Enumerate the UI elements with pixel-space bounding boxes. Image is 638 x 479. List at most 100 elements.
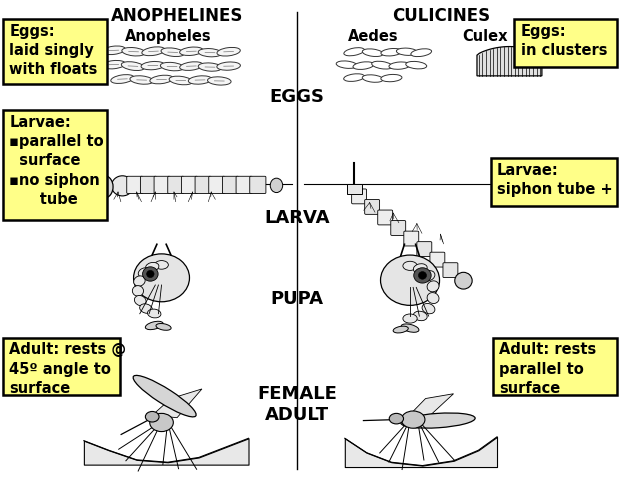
FancyBboxPatch shape xyxy=(140,176,156,194)
Ellipse shape xyxy=(393,326,408,333)
Ellipse shape xyxy=(145,321,163,330)
Ellipse shape xyxy=(145,262,159,272)
Ellipse shape xyxy=(133,254,189,302)
FancyBboxPatch shape xyxy=(3,19,107,84)
Ellipse shape xyxy=(422,271,435,281)
Text: Larvae:
▪parallel to
  surface
▪no siphon
      tube: Larvae: ▪parallel to surface ▪no siphon … xyxy=(10,115,104,207)
Text: Eggs:
in clusters: Eggs: in clusters xyxy=(521,24,607,58)
Ellipse shape xyxy=(455,273,472,289)
Ellipse shape xyxy=(150,75,173,84)
Text: Aedes: Aedes xyxy=(348,29,398,44)
Text: ANOPHELINES: ANOPHELINES xyxy=(111,7,243,25)
FancyBboxPatch shape xyxy=(209,176,225,194)
Ellipse shape xyxy=(122,47,145,56)
FancyBboxPatch shape xyxy=(430,252,445,267)
Ellipse shape xyxy=(180,47,203,56)
Ellipse shape xyxy=(403,314,417,323)
Ellipse shape xyxy=(160,62,184,71)
Ellipse shape xyxy=(142,47,165,56)
Ellipse shape xyxy=(419,272,426,279)
Ellipse shape xyxy=(132,285,144,296)
Ellipse shape xyxy=(138,268,151,277)
FancyBboxPatch shape xyxy=(195,176,211,194)
Text: Larvae:
siphon tube +: Larvae: siphon tube + xyxy=(497,163,612,197)
Text: LARVA: LARVA xyxy=(264,209,330,227)
Ellipse shape xyxy=(145,411,159,422)
Ellipse shape xyxy=(156,323,171,331)
Ellipse shape xyxy=(198,63,222,71)
FancyBboxPatch shape xyxy=(3,338,120,395)
FancyBboxPatch shape xyxy=(3,110,107,220)
Text: Anopheles: Anopheles xyxy=(124,29,211,44)
Ellipse shape xyxy=(381,74,402,82)
Ellipse shape xyxy=(154,261,168,269)
Ellipse shape xyxy=(344,74,364,81)
Ellipse shape xyxy=(134,276,145,286)
Text: Adult: rests
parallel to
surface: Adult: rests parallel to surface xyxy=(499,342,596,396)
FancyBboxPatch shape xyxy=(491,158,617,206)
Ellipse shape xyxy=(389,413,403,424)
FancyBboxPatch shape xyxy=(443,263,458,278)
Ellipse shape xyxy=(413,264,427,273)
Text: CULICINES: CULICINES xyxy=(392,7,490,25)
Ellipse shape xyxy=(271,178,283,193)
Ellipse shape xyxy=(362,49,383,57)
Ellipse shape xyxy=(353,62,374,69)
Ellipse shape xyxy=(396,48,417,56)
FancyBboxPatch shape xyxy=(154,176,170,194)
Ellipse shape xyxy=(150,413,174,432)
Ellipse shape xyxy=(427,281,439,292)
Ellipse shape xyxy=(147,270,154,277)
Ellipse shape xyxy=(94,175,113,198)
FancyBboxPatch shape xyxy=(249,176,266,194)
FancyBboxPatch shape xyxy=(352,189,367,204)
Ellipse shape xyxy=(401,411,425,428)
Ellipse shape xyxy=(406,61,427,69)
Ellipse shape xyxy=(336,61,357,68)
Text: Culex: Culex xyxy=(462,29,507,44)
Ellipse shape xyxy=(413,311,427,320)
Ellipse shape xyxy=(217,62,241,70)
Ellipse shape xyxy=(169,76,193,85)
Ellipse shape xyxy=(102,46,125,55)
Text: Adult: rests @
45º angle to
surface: Adult: rests @ 45º angle to surface xyxy=(10,342,126,396)
FancyBboxPatch shape xyxy=(493,338,617,395)
FancyBboxPatch shape xyxy=(514,19,617,67)
Ellipse shape xyxy=(372,61,392,69)
Ellipse shape xyxy=(133,376,196,417)
Ellipse shape xyxy=(121,62,145,70)
Ellipse shape xyxy=(344,48,364,56)
Ellipse shape xyxy=(362,75,383,82)
FancyBboxPatch shape xyxy=(404,231,419,246)
Ellipse shape xyxy=(112,176,133,196)
Ellipse shape xyxy=(141,61,165,70)
Ellipse shape xyxy=(147,309,161,318)
Ellipse shape xyxy=(427,293,439,304)
Ellipse shape xyxy=(217,47,241,56)
Ellipse shape xyxy=(140,304,152,313)
FancyBboxPatch shape xyxy=(391,220,406,235)
Ellipse shape xyxy=(111,75,134,83)
FancyBboxPatch shape xyxy=(378,210,392,225)
Text: FEMALE
ADULT: FEMALE ADULT xyxy=(257,385,337,424)
FancyBboxPatch shape xyxy=(236,176,252,194)
FancyBboxPatch shape xyxy=(365,199,380,215)
Ellipse shape xyxy=(142,267,158,281)
Ellipse shape xyxy=(161,48,184,57)
Text: EGGS: EGGS xyxy=(269,88,325,106)
Ellipse shape xyxy=(102,60,126,69)
FancyBboxPatch shape xyxy=(417,242,432,257)
FancyBboxPatch shape xyxy=(181,176,198,194)
Polygon shape xyxy=(152,389,202,418)
Ellipse shape xyxy=(401,413,475,428)
Ellipse shape xyxy=(414,268,431,283)
Ellipse shape xyxy=(403,262,417,270)
Ellipse shape xyxy=(198,48,222,57)
Ellipse shape xyxy=(411,49,431,57)
Text: Eggs:
laid singly
with floats: Eggs: laid singly with floats xyxy=(10,24,98,77)
Text: PUPA: PUPA xyxy=(271,290,323,308)
Ellipse shape xyxy=(422,304,435,314)
Polygon shape xyxy=(477,46,542,76)
FancyBboxPatch shape xyxy=(168,176,184,194)
Ellipse shape xyxy=(207,77,231,85)
